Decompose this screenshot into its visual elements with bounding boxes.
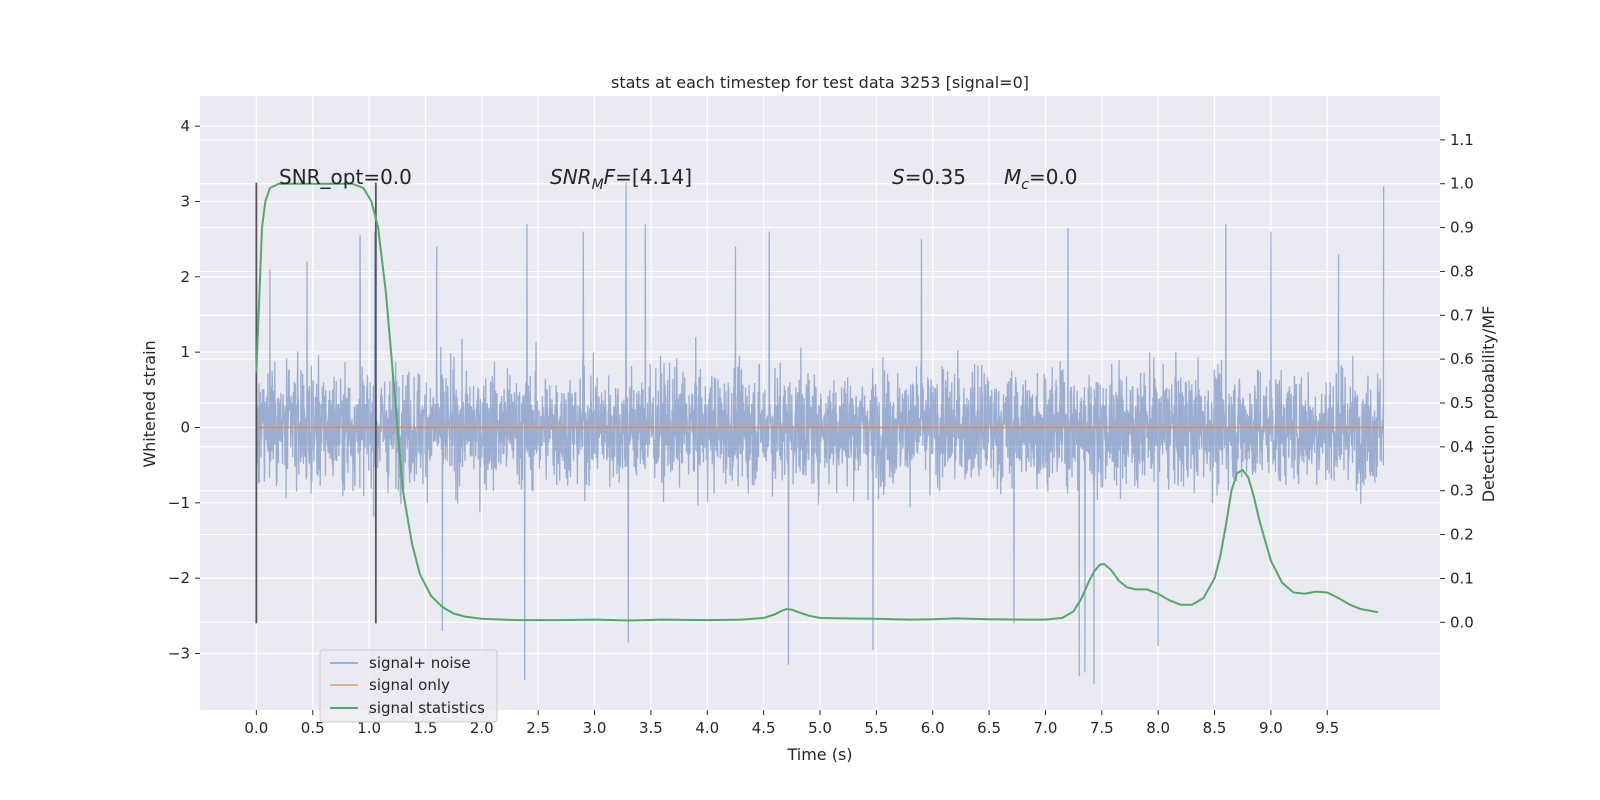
y-right-tick-label-8: 0.8: [1450, 262, 1474, 280]
x-ticks: 0.0 0.5 1.0 1.5 2.0 2.5 3.0 3.5 4.0 4.5 5.0 5.5 6.0 6…: [244, 710, 1339, 737]
y-left-tick-label-2: −1: [168, 494, 190, 512]
x-tick-label-11: 5.5: [864, 719, 888, 737]
signal-noise-series: [255, 182, 1385, 684]
y-axis-label-left: Whitened strain: [140, 340, 159, 467]
y-left-tick-label-0: −3: [168, 644, 190, 662]
x-tick-label-4: 2.0: [470, 719, 494, 737]
y-left-tick-label-7: 4: [180, 117, 190, 135]
y-left-tick-label-1: −2: [168, 569, 190, 587]
x-tick-label-12: 6.0: [921, 719, 945, 737]
y-ticks-left: −3 −2 −1 0 1 2 3 4: [168, 117, 200, 662]
y-right-tick-label-10: 1.0: [1450, 175, 1474, 193]
x-tick-label-10: 5.0: [808, 719, 832, 737]
x-tick-label-14: 7.0: [1034, 719, 1058, 737]
y-axis-label-right: Detection probability/MF: [1479, 306, 1498, 503]
y-left-tick-label-4: 1: [180, 343, 190, 361]
y-right-tick-label-2: 0.2: [1450, 526, 1474, 544]
y-right-tick-label-0: 0.0: [1450, 613, 1474, 631]
x-tick-label-7: 3.5: [639, 719, 663, 737]
annotation-s-value: =0.35: [905, 165, 966, 189]
annotation-snr-mf-subscript: M: [592, 177, 604, 193]
x-tick-label-3: 1.5: [414, 719, 438, 737]
y-right-tick-label-11: 1.1: [1450, 131, 1474, 149]
annotation-snr-mf: SNRMF=[4.14]: [550, 165, 692, 193]
x-tick-label-8: 4.0: [695, 719, 719, 737]
annotation-mc: Mc=0.0: [1004, 165, 1078, 193]
x-tick-label-0: 0.0: [244, 719, 268, 737]
signal-statistics-series: [255, 182, 1379, 622]
y-right-tick-label-1: 0.1: [1450, 569, 1474, 587]
x-tick-label-1: 0.5: [301, 719, 325, 737]
chart-title: stats at each timestep for test data 325…: [611, 73, 1029, 92]
x-tick-label-15: 7.5: [1090, 719, 1114, 737]
y-left-tick-label-6: 3: [180, 192, 190, 210]
annotation-mc-symbol: M: [1004, 165, 1021, 189]
x-tick-label-18: 9.0: [1259, 719, 1283, 737]
annotation-snr-mf-symbol-2: F: [604, 165, 616, 189]
y-right-tick-label-7: 0.7: [1450, 306, 1474, 324]
annotation-s: S=0.35: [892, 165, 966, 189]
annotation-mc-subscript: c: [1021, 177, 1029, 193]
y-left-tick-label-3: 0: [180, 418, 190, 436]
series-line-signal-statistics: [255, 182, 1379, 622]
legend-label-signal-noise: signal+ noise: [369, 654, 471, 672]
x-tick-label-16: 8.0: [1146, 719, 1170, 737]
y-ticks-right: 0.0 0.1 0.2 0.3 0.4 0.5 0.6 0.7 0.8 0.9 1.0 1.1: [1440, 131, 1474, 631]
y-left-tick-label-5: 2: [180, 268, 190, 286]
y-right-tick-label-5: 0.5: [1450, 394, 1474, 412]
x-tick-label-2: 1.0: [357, 719, 381, 737]
x-axis-label: Time (s): [786, 745, 852, 764]
annotation-mc-value: =0.0: [1029, 165, 1078, 189]
annotation-s-symbol: S: [892, 165, 905, 189]
y-right-tick-label-6: 0.6: [1450, 350, 1474, 368]
legend-label-signal-only: signal only: [369, 676, 450, 694]
x-tick-label-5: 2.5: [526, 719, 550, 737]
x-tick-label-17: 8.5: [1203, 719, 1227, 737]
y-right-tick-label-3: 0.3: [1450, 482, 1474, 500]
annotation-snr-opt: SNR_opt=0.0: [279, 165, 412, 189]
annotation-snr-mf-symbol: SNR: [550, 165, 592, 189]
annotation-snr-mf-value: =[4.14]: [615, 165, 692, 189]
x-tick-label-9: 4.5: [752, 719, 776, 737]
y-right-tick-label-4: 0.4: [1450, 438, 1474, 456]
x-tick-label-13: 6.5: [977, 719, 1001, 737]
legend-label-signal-statistics: signal statistics: [369, 699, 485, 717]
legend: signal+ noise signal only signal statist…: [319, 649, 498, 723]
legend-box: [319, 649, 498, 723]
series-line-signal-noise: [255, 182, 1385, 684]
y-right-tick-label-9: 0.9: [1450, 219, 1474, 237]
x-tick-label-19: 9.5: [1315, 719, 1339, 737]
x-tick-label-6: 3.0: [583, 719, 607, 737]
event-markers: [255, 182, 377, 624]
